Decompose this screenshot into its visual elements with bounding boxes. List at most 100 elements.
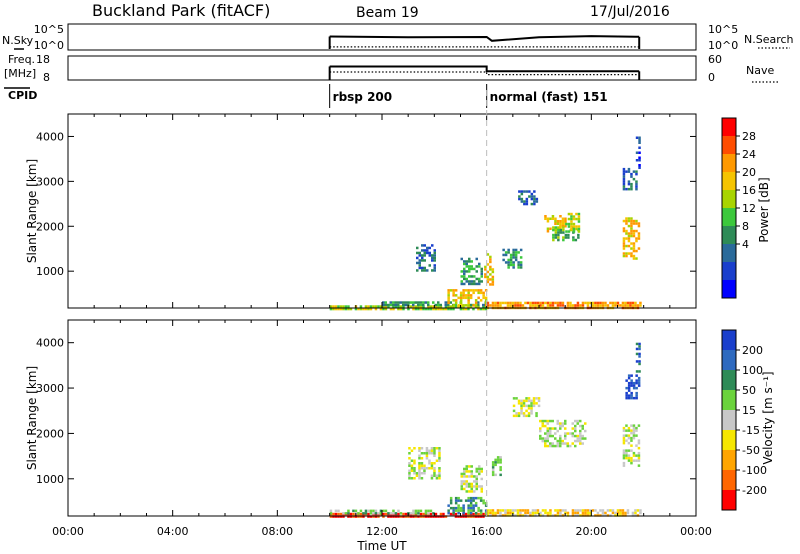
heat-cell (506, 514, 510, 517)
heat-cell (619, 511, 622, 515)
heat-cell (465, 482, 468, 486)
heat-cell (601, 514, 605, 517)
heat-cell (352, 512, 355, 516)
heat-cell (576, 434, 579, 438)
heat-cell (430, 474, 434, 477)
heat-cell (536, 301, 540, 305)
heat-cell (637, 376, 641, 380)
heat-cell (625, 170, 628, 173)
y-tick-label-0: 1000 (36, 265, 64, 278)
heat-cell (579, 304, 582, 307)
heat-cell (630, 227, 633, 230)
heat-cell (434, 307, 438, 311)
heat-cell (539, 304, 542, 307)
heat-cell (499, 461, 502, 464)
heat-cell (541, 437, 544, 440)
heat-cell (444, 307, 448, 311)
y-tick-label-3: 4000 (36, 130, 64, 143)
heat-cell (367, 515, 370, 518)
heat-cell (635, 136, 639, 139)
heat-cell (420, 452, 424, 455)
heat-cell (342, 512, 345, 515)
heat-cell (438, 454, 441, 457)
heat-cell (520, 412, 523, 415)
heat-cell (596, 301, 600, 305)
heat-cell (567, 233, 570, 237)
heat-cell (499, 301, 502, 305)
heat-cell (496, 456, 500, 459)
heat-cell (509, 263, 513, 267)
heat-cell (438, 452, 441, 455)
time-axis-labels: 00:00 04:00 08:00 12:00 16:00 20:00 00:00 (52, 525, 712, 538)
heat-cell (581, 442, 584, 445)
heat-cell (374, 305, 378, 308)
heat-cell (512, 261, 515, 264)
heat-cell (421, 249, 424, 252)
heat-cell (431, 259, 434, 262)
heat-cell (575, 225, 578, 228)
heat-cell (423, 269, 426, 272)
heat-cell (541, 304, 545, 307)
heat-cell (599, 514, 602, 517)
heat-cell (491, 283, 495, 286)
heat-cell (463, 475, 466, 478)
heat-cell (431, 254, 434, 257)
heat-cell (452, 509, 455, 512)
heat-cell (622, 177, 626, 181)
colorbar-swatch-3 (722, 390, 736, 411)
heat-cell (570, 217, 573, 221)
heat-cell (392, 512, 395, 515)
heat-cell (559, 511, 562, 515)
heat-cell (374, 515, 378, 518)
heat-cell (452, 299, 455, 302)
heat-cell (454, 499, 458, 502)
heat-cell (635, 229, 638, 233)
heat-cell (460, 480, 463, 483)
heat-cell (486, 275, 490, 279)
heat-cell (447, 299, 450, 302)
heat-cell (397, 307, 400, 311)
time-tick-label-2: 08:00 (261, 525, 293, 538)
heat-cell (589, 509, 592, 512)
heat-cell (419, 509, 423, 513)
heat-cell (522, 404, 526, 408)
heat-cell (438, 459, 441, 462)
heat-cell (342, 307, 345, 311)
heat-cell (639, 301, 642, 305)
heat-cell (468, 257, 471, 261)
heat-cell (606, 514, 610, 517)
heat-cell (489, 265, 492, 269)
heat-cell (462, 291, 465, 295)
heat-cell (499, 466, 502, 469)
heat-cell (464, 499, 468, 502)
heat-cell (584, 509, 587, 512)
heat-cell (387, 515, 390, 518)
heat-cell (549, 227, 552, 230)
heat-cell (484, 504, 488, 507)
heat-cell (460, 282, 463, 286)
heat-cell (627, 429, 631, 432)
heat-cell (412, 301, 415, 304)
heat-cell (469, 305, 473, 308)
heat-cell (559, 215, 562, 218)
heat-cell (514, 251, 518, 254)
heat-cell (579, 434, 582, 438)
heat-cell (432, 515, 435, 518)
heat-cell (556, 304, 560, 307)
heat-cell (460, 280, 463, 283)
heat-cell (465, 465, 468, 468)
heat-cell (549, 429, 552, 433)
heat-cell (630, 384, 633, 387)
heat-cell (635, 360, 639, 363)
heat-cell (626, 301, 630, 305)
heat-cell (559, 304, 562, 307)
heat-cell (536, 511, 540, 515)
heat-cell (566, 304, 570, 307)
heat-cell (635, 182, 638, 186)
heat-cell (475, 270, 478, 273)
heat-cell (465, 280, 468, 283)
heat-cell (604, 301, 607, 305)
heat-cell (589, 514, 592, 517)
heat-cell (499, 509, 502, 512)
heat-cell (417, 509, 420, 513)
